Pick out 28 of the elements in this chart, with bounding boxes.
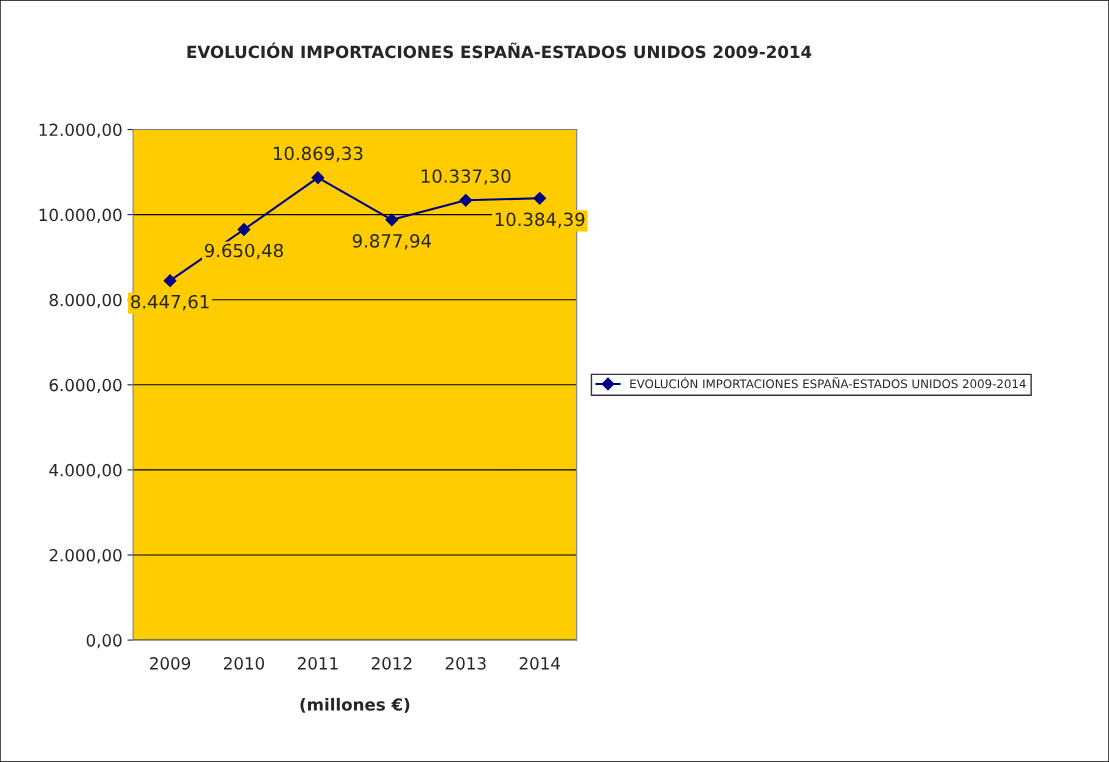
- legend-label: EVOLUCIÓN IMPORTACIONES ESPAÑA-ESTADOS UNIDOS 2009-2014: [630, 377, 1026, 389]
- point: [163, 274, 177, 288]
- y-tick-label: 12.000,00: [39, 123, 122, 138]
- data-label: 8.447,61: [131, 294, 209, 311]
- data-label: 10.384,39: [495, 212, 585, 228]
- chart-title: EVOLUCIÓN IMPORTACIONES ESPAÑA-ESTADOS UNIDOS 2009-2014: [187, 42, 812, 59]
- data-label: 10.337,30: [421, 169, 511, 185]
- point: [237, 223, 251, 236]
- data-label: 9.650,48: [204, 243, 283, 260]
- x-tick-label: 2009: [150, 657, 191, 670]
- x-tick-label: 2014: [519, 657, 560, 670]
- y-tick-label: 6.000,00: [49, 378, 122, 394]
- x-tick-label: 2010: [223, 657, 265, 670]
- y-tick-label: 8.000,00: [49, 293, 122, 308]
- data-label: 10.869,33: [273, 146, 363, 163]
- point: [385, 213, 399, 227]
- y-tick-label: 10.000,00: [39, 208, 122, 223]
- point: [311, 171, 325, 185]
- data-label: 9.877,94: [352, 234, 432, 250]
- y-tick-label: 2.000,00: [49, 548, 122, 564]
- x-tick-label: 2013: [445, 657, 486, 670]
- x-tick-label: 2012: [371, 657, 412, 670]
- x-axis-title: (millones €): [300, 697, 410, 713]
- point: [459, 193, 473, 207]
- x-tick-label: 2011: [297, 657, 338, 670]
- y-tick-label: 4.000,00: [49, 463, 122, 479]
- point: [533, 191, 547, 205]
- y-tick-label: 0,00: [86, 634, 122, 649]
